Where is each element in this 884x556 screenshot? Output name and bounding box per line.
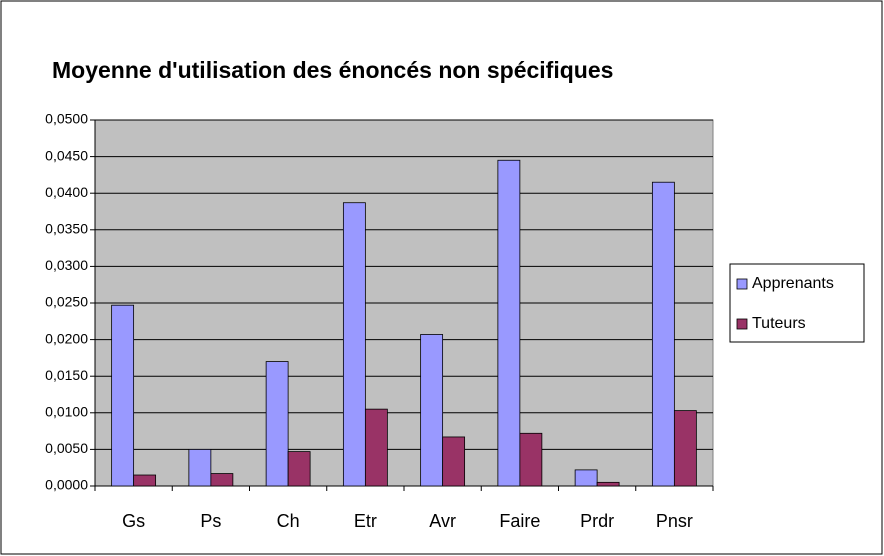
chart-title: Moyenne d'utilisation des énoncés non sp…	[52, 57, 613, 83]
y-tick-label: 0,0000	[45, 477, 88, 493]
bar	[364, 408, 388, 487]
bar	[420, 334, 444, 487]
bar	[133, 474, 157, 487]
y-tick-label: 0,0350	[45, 221, 88, 237]
y-tick-label: 0,0150	[45, 367, 88, 383]
legend-label: Apprenants	[752, 275, 834, 292]
bar	[519, 432, 543, 487]
x-tick-label: Pnsr	[656, 511, 693, 531]
bar	[210, 473, 234, 487]
x-tick-label: Ps	[200, 511, 221, 531]
bar	[442, 436, 466, 487]
bar	[111, 304, 135, 487]
y-tick-label: 0,0450	[45, 147, 88, 163]
bar	[497, 159, 521, 487]
x-tick-label: Gs	[122, 511, 145, 531]
y-tick-label: 0,0500	[45, 111, 88, 127]
legend-swatch	[736, 318, 748, 330]
bar	[574, 469, 598, 487]
bar	[651, 181, 675, 487]
x-tick-label: Etr	[354, 511, 377, 531]
bar	[673, 410, 697, 487]
bar	[596, 481, 620, 487]
y-tick-label: 0,0300	[45, 257, 88, 273]
y-tick-label: 0,0100	[45, 404, 88, 420]
bar	[265, 361, 289, 487]
x-tick-label: Ch	[277, 511, 300, 531]
x-tick-label: Faire	[499, 511, 540, 531]
y-tick-label: 0,0200	[45, 330, 88, 346]
y-tick-label: 0,0250	[45, 294, 88, 310]
legend-box	[729, 263, 865, 343]
x-tick-label: Prdr	[580, 511, 614, 531]
y-tick-label: 0,0400	[45, 184, 88, 200]
legend-swatch	[736, 278, 748, 290]
x-tick-label: Avr	[429, 511, 456, 531]
bar	[342, 202, 366, 487]
y-tick-label: 0,0050	[45, 440, 88, 456]
legend-label: Tuteurs	[752, 315, 806, 332]
bar	[287, 451, 311, 487]
bar	[188, 448, 212, 487]
